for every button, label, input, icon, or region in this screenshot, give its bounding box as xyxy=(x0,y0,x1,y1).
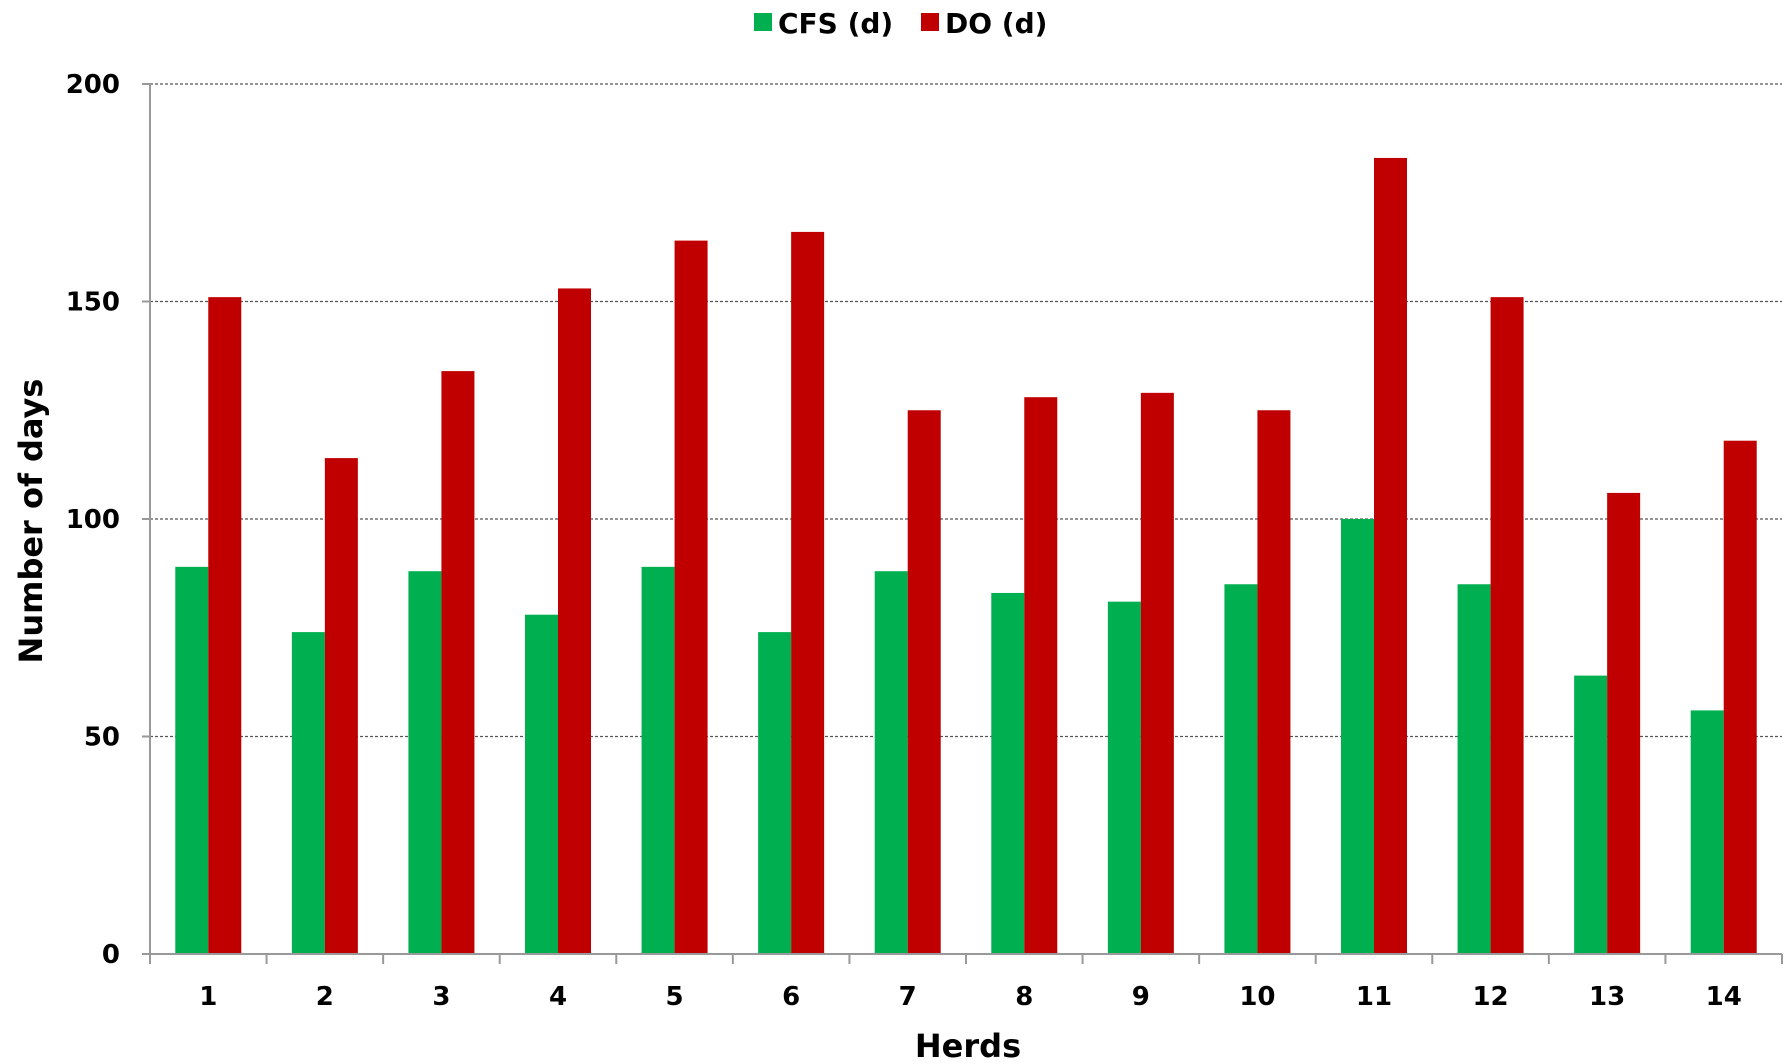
x-tick-label-3: 3 xyxy=(432,982,450,1012)
legend-label-cfs: CFS (d) xyxy=(778,7,893,40)
bar-cfs-herd-12 xyxy=(1457,584,1491,954)
x-axis-tick-labels: 1 2 3 4 5 6 7 8 9 10 11 12 13 14 xyxy=(199,982,1742,1012)
x-tick-label-12: 12 xyxy=(1472,982,1508,1012)
bar-do-herd-9 xyxy=(1140,392,1174,955)
bar-cfs-herd-14 xyxy=(1690,710,1724,954)
x-tick-label-2: 2 xyxy=(316,982,334,1012)
bar-cfs-herd-7 xyxy=(874,571,908,954)
bar-do-herd-1 xyxy=(208,297,242,954)
bar-cfs-herd-6 xyxy=(758,632,792,954)
y-tick-label-150: 150 xyxy=(66,288,120,318)
bar-cfs-herd-5 xyxy=(641,566,675,954)
bar-do-herd-6 xyxy=(791,231,825,954)
legend-swatch-cfs xyxy=(754,13,772,31)
x-tick-label-13: 13 xyxy=(1589,982,1625,1012)
x-tick-label-11: 11 xyxy=(1356,982,1392,1012)
bar-cfs-herd-10 xyxy=(1224,584,1258,954)
bar-cfs-herd-1 xyxy=(175,566,209,954)
legend-swatch-do xyxy=(921,13,939,31)
x-tick-label-6: 6 xyxy=(782,982,800,1012)
bar-do-herd-2 xyxy=(324,458,358,954)
bar-do-herd-8 xyxy=(1024,397,1058,954)
legend-label-do: DO (d) xyxy=(945,7,1047,40)
bar-do-herd-5 xyxy=(674,240,708,955)
y-tick-label-200: 200 xyxy=(66,70,120,100)
y-tick-label-100: 100 xyxy=(66,505,120,535)
bar-do-herd-10 xyxy=(1257,410,1291,954)
bar-do-herd-12 xyxy=(1490,297,1524,954)
y-tick-label-0: 0 xyxy=(102,940,120,970)
bar-cfs-herd-2 xyxy=(291,632,325,954)
x-tick-label-5: 5 xyxy=(666,982,684,1012)
bar-do-herd-14 xyxy=(1723,440,1757,954)
x-tick-label-8: 8 xyxy=(1015,982,1033,1012)
x-tick-label-9: 9 xyxy=(1132,982,1150,1012)
bar-cfs-herd-11 xyxy=(1341,519,1374,954)
x-tick-label-10: 10 xyxy=(1239,982,1275,1012)
bars xyxy=(175,157,1757,955)
axes xyxy=(149,84,1783,964)
x-axis-title: Herds xyxy=(915,1027,1021,1064)
bar-cfs-herd-3 xyxy=(408,571,442,954)
x-tick-label-14: 14 xyxy=(1706,982,1742,1012)
bar-do-herd-7 xyxy=(907,410,941,954)
bar-do-herd-13 xyxy=(1607,492,1641,954)
chart-legend: CFS (d) DO (d) xyxy=(754,7,1047,40)
x-tick-label-1: 1 xyxy=(199,982,217,1012)
bar-do-herd-3 xyxy=(441,371,475,955)
gridlines xyxy=(150,83,1782,738)
x-tick-label-4: 4 xyxy=(549,982,567,1012)
bar-do-herd-4 xyxy=(558,288,591,954)
y-tick-label-50: 50 xyxy=(84,723,120,753)
bar-do-herd-11 xyxy=(1374,157,1407,954)
y-axis-title: Number of days xyxy=(12,379,50,664)
bar-cfs-herd-8 xyxy=(991,592,1025,954)
bar-cfs-herd-4 xyxy=(525,614,558,954)
x-tick-label-7: 7 xyxy=(899,982,917,1012)
y-axis-tick-labels: 0 50 100 150 200 xyxy=(66,70,150,970)
bar-cfs-herd-13 xyxy=(1574,675,1608,954)
bar-cfs-herd-9 xyxy=(1107,601,1141,954)
